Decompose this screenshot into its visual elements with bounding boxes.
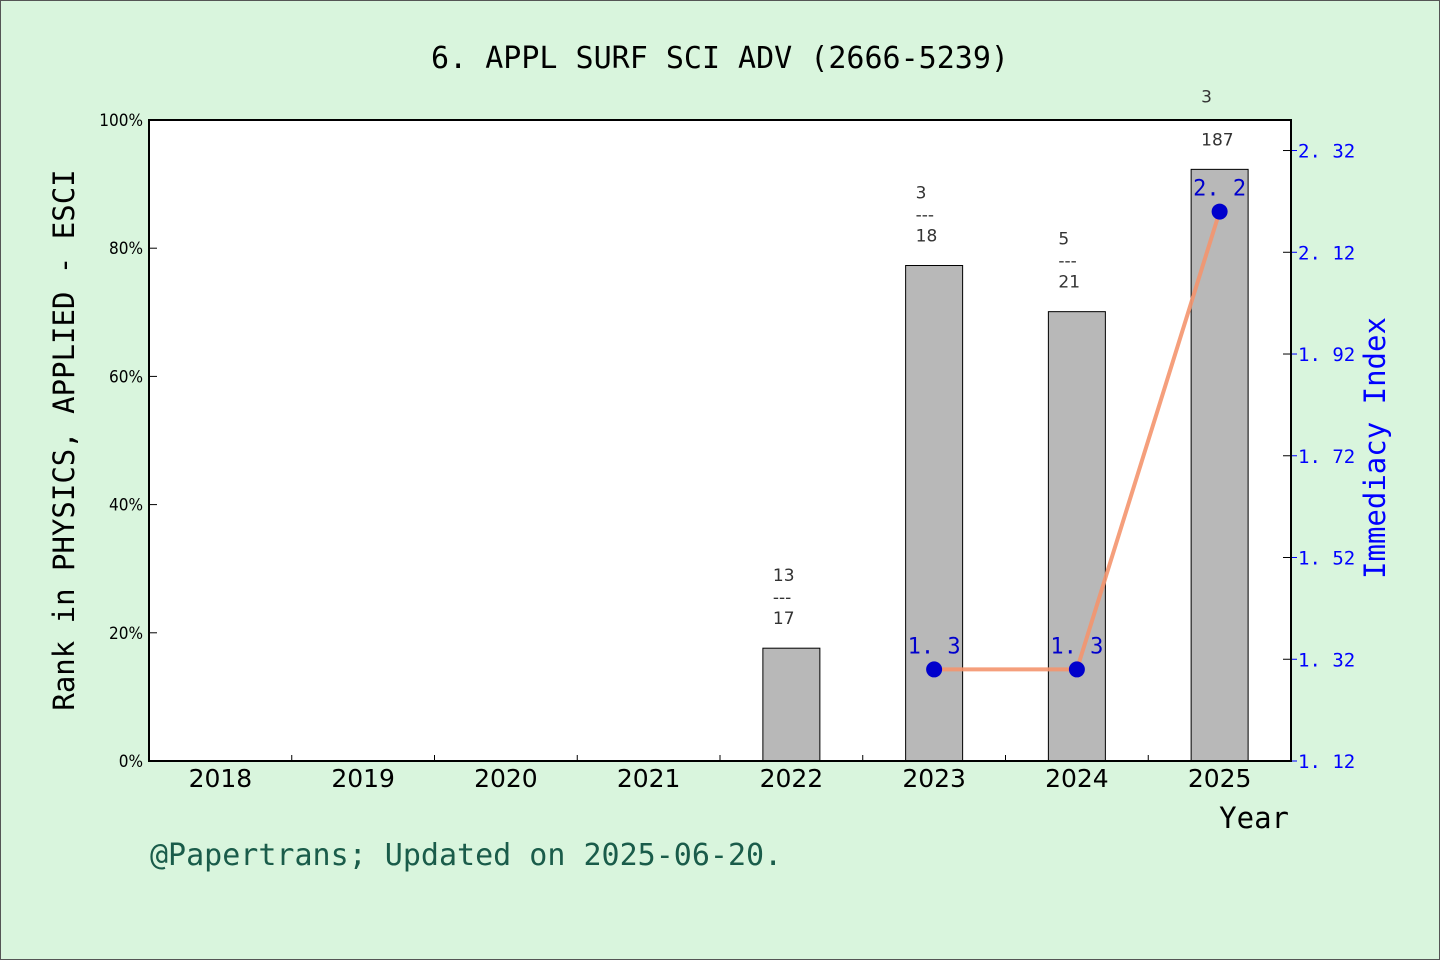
bar-label-numerator-2023: 3 <box>916 184 927 204</box>
x-axis-label: Year <box>1219 801 1289 835</box>
x-tick-label-2021: 2021 <box>617 764 681 793</box>
y-right-tick-label: 2. 12 <box>1298 242 1355 264</box>
y-right-tick-label: 1. 72 <box>1298 446 1355 468</box>
x-tick-label-2020: 2020 <box>474 764 538 793</box>
x-tick-label-2018: 2018 <box>189 764 253 793</box>
y-left-tick-label: 40% <box>109 496 143 516</box>
immediacy-line-group: 1. 3 1. 3 2. 2 <box>908 177 1246 678</box>
bar-2025 <box>1190 168 1249 762</box>
y-left-tick-label: 100% <box>99 111 143 131</box>
y-axis-right: 1. 12 1. 32 1. 52 1. 72 1. 92 2. 12 2. 32 <box>1283 141 1355 773</box>
immediacy-point-2023 <box>926 661 943 678</box>
immediacy-point-label-2024: 1. 3 <box>1050 634 1103 659</box>
y-axis-left: 0% 20% 40% 60% 80% 100% <box>99 111 157 772</box>
bar-2024 <box>1047 311 1106 762</box>
x-tick-label-2025: 2025 <box>1188 764 1252 793</box>
x-tick-label-2019: 2019 <box>331 764 395 793</box>
bar-label-numerator-2024: 5 <box>1058 230 1069 250</box>
x-tick-label-2024: 2024 <box>1045 764 1109 793</box>
y-left-tick-label: 0% <box>119 752 143 772</box>
y-right-tick-label: 1. 32 <box>1298 649 1355 671</box>
immediacy-point-label-2023: 1. 3 <box>908 634 961 659</box>
y-left-tick-label: 80% <box>109 239 143 259</box>
plot-area <box>149 120 1291 761</box>
bar-2023 <box>905 265 964 762</box>
bar-label-dash-2023: --- <box>916 206 934 226</box>
x-axis: 2018 2019 2020 2021 2022 2023 2024 2025 <box>189 755 1252 793</box>
immediacy-point-2025 <box>1211 203 1228 220</box>
bar-label-denominator-2022: 17 <box>773 609 795 629</box>
immediacy-point-label-2025: 2. 2 <box>1193 177 1246 202</box>
plot-border <box>148 119 1292 762</box>
y-left-tick-label: 60% <box>109 367 143 387</box>
bar-label-numerator-2022: 13 <box>773 566 795 586</box>
y-axis-left-label: Rank in PHYSICS, APPLIED - ESCI <box>47 169 81 710</box>
bar-label-denominator-2023: 18 <box>916 227 938 247</box>
y-right-tick-label: 1. 52 <box>1298 548 1355 570</box>
y-right-tick-label: 1. 92 <box>1298 344 1355 366</box>
footer-note: @Papertrans; Updated on 2025-06-20. <box>150 838 782 873</box>
bar-label-dash-2022: --- <box>773 588 791 608</box>
bar-label-numerator-2025: 3 <box>1201 87 1212 107</box>
x-tick-label-2022: 2022 <box>760 764 824 793</box>
x-tick-label-2023: 2023 <box>902 764 966 793</box>
y-right-tick-label: 1. 12 <box>1298 751 1355 773</box>
y-right-tick-label: 2. 32 <box>1298 141 1355 163</box>
chart-title: 6. APPL SURF SCI ADV (2666-5239) <box>431 41 1009 76</box>
bar-label-dash-2024: --- <box>1058 252 1076 272</box>
bar-label-denominator-2025: 187 <box>1201 130 1233 150</box>
bar-label-denominator-2024: 21 <box>1058 273 1080 293</box>
y-left-tick-label: 20% <box>109 624 143 644</box>
bar-2022 <box>762 647 821 762</box>
immediacy-point-2024 <box>1068 661 1085 678</box>
y-axis-right-label: Immediacy Index <box>1358 317 1392 579</box>
